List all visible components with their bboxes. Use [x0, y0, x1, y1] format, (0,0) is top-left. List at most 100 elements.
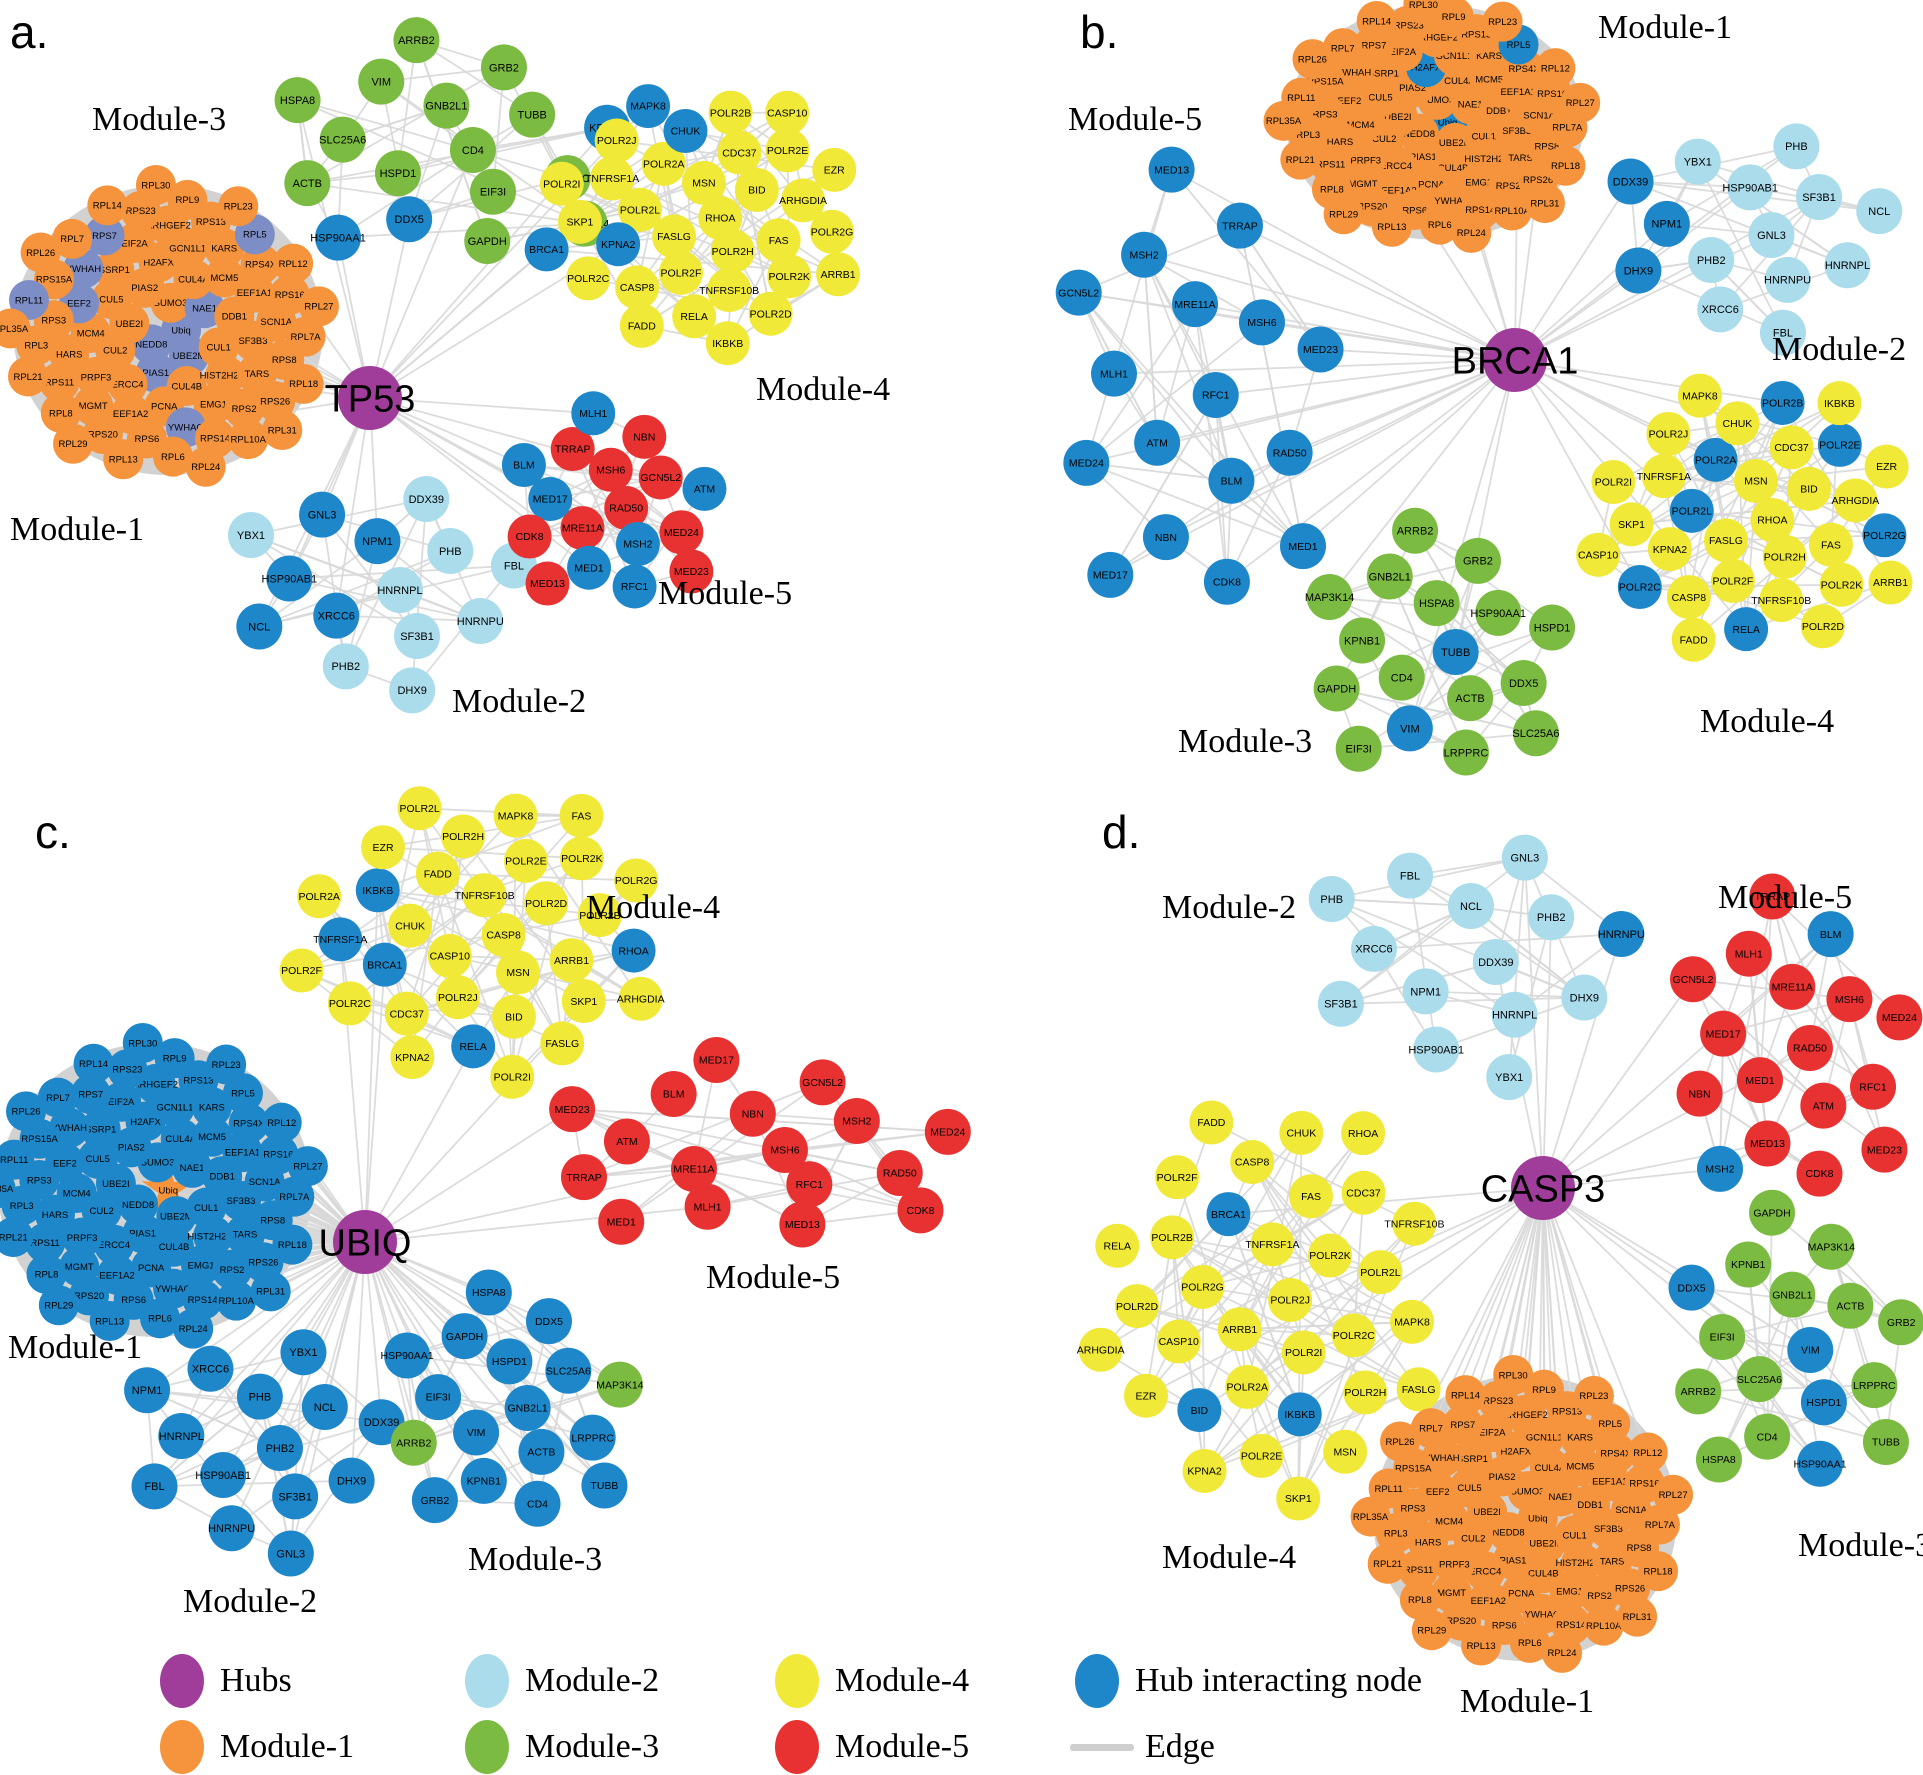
node-label: HIST2H2BE: [1555, 1558, 1607, 1569]
node-label: RPL5: [1507, 40, 1531, 51]
node-label: PHB2: [331, 661, 360, 673]
node-label: SCN1A: [249, 1177, 281, 1188]
node-ARRB2: ARRB2: [390, 1419, 437, 1466]
node-POLR2B: POLR2B: [1760, 380, 1805, 425]
node-label: RPL11: [0, 1155, 28, 1166]
node-label: IKBKB: [362, 885, 393, 897]
node-label: MED13: [530, 578, 565, 590]
node-HSPA8: HSPA8: [1695, 1436, 1742, 1483]
node-ACTB: ACTB: [1447, 675, 1494, 722]
node-CASP10: CASP10: [1156, 1319, 1201, 1364]
node-label: RPL11: [15, 295, 43, 306]
node-label: SUMO3: [1421, 95, 1455, 106]
node-GRB2: GRB2: [1878, 1299, 1923, 1346]
node-label: SKP1: [1285, 1493, 1312, 1505]
node-label: MED23: [674, 566, 709, 578]
node-label: TRRAP: [555, 444, 591, 456]
node-label: RPL12: [1541, 63, 1570, 74]
node-label: RPL23: [224, 202, 253, 213]
node-label: RPL8: [49, 408, 73, 419]
node-label: TNFRSF1A: [585, 173, 639, 185]
node-label: HIST2H2BE: [187, 1231, 239, 1242]
node-label: NPM1: [362, 536, 393, 548]
node-label: RPL10A: [1494, 206, 1530, 217]
node-label: NBN: [1155, 532, 1177, 544]
node-label: POLR2C: [1333, 1330, 1375, 1342]
node-MED1: MED1: [567, 545, 612, 590]
node-label: EIF2A: [1390, 47, 1417, 58]
node-label: ARHGDIA: [1077, 1344, 1125, 1356]
node-label: PHB2: [266, 1443, 295, 1455]
node-label: GCN1L1: [1526, 1433, 1563, 1444]
labels: d. Module-2 Module-5 Module-4 Module-3 Module…: [1102, 806, 1923, 1720]
node-label: YBX1: [289, 1347, 317, 1359]
node-label: RPL26: [11, 1107, 40, 1118]
node-label: KPNA2: [1653, 544, 1688, 556]
node-label: CDK8: [1806, 1168, 1834, 1180]
node-label: CASP8: [1672, 592, 1707, 604]
node-RPL6: RPL6: [1419, 204, 1460, 245]
node-ARRB1: ARRB1: [549, 938, 594, 983]
node-label: KARS: [199, 1102, 225, 1113]
node-CHUK: CHUK: [663, 109, 708, 154]
node-label: PIAS1: [1500, 1555, 1527, 1566]
node-PRPF3: PRPF3: [75, 356, 116, 397]
node-HNRNPL: HNRNPL: [1824, 242, 1871, 289]
node-ERCC4: ERCC4: [93, 1224, 134, 1265]
node-label: HSPA8: [280, 95, 315, 107]
node-BRCA1: BRCA1: [1206, 1192, 1251, 1237]
node-label: TUBB: [1441, 647, 1470, 659]
node-label: PIAS2: [1399, 83, 1426, 94]
node-label: RPL24: [179, 1324, 208, 1335]
node-label: POLR2C: [1619, 582, 1661, 594]
node-RHOA: RHOA: [1341, 1111, 1386, 1156]
node-label: ARRB2: [1397, 526, 1434, 538]
node-label: RPS3: [1313, 109, 1338, 120]
node-label: CUL2: [1372, 134, 1396, 145]
node-label: GNL3: [308, 510, 337, 522]
node-label: PIAS1: [142, 368, 169, 379]
node-label: RPL13: [109, 455, 138, 466]
node-LRPPRC: LRPPRC: [1442, 729, 1489, 776]
node-POLR2E: POLR2E: [503, 838, 548, 883]
node-UBE2M: UBE2M: [156, 1196, 197, 1237]
node-label: RPS7: [78, 1090, 103, 1101]
node-label: POLR2A: [643, 159, 684, 171]
node-POLR2B: POLR2B: [708, 90, 753, 135]
node-LRPPRC: LRPPRC: [569, 1414, 616, 1461]
node-label: RPL31: [268, 425, 297, 436]
node-POLR2C: POLR2C: [1617, 565, 1662, 610]
node-label: POLR2F: [661, 268, 702, 280]
panel-letter: a.: [10, 6, 48, 58]
node-label: ARRB1: [1222, 1324, 1257, 1336]
node-RPL24: RPL24: [1451, 212, 1492, 253]
node-label: UBE2M: [1439, 138, 1472, 149]
node-label: ARHGDIA: [1831, 495, 1879, 507]
module-label: Module-1: [8, 1329, 142, 1366]
node-POLR2D: POLR2D: [748, 291, 793, 336]
node-RPL30: RPL30: [1493, 1354, 1534, 1395]
node-label: RPL7A: [1645, 1520, 1676, 1531]
node-EZR: EZR: [812, 147, 857, 192]
node-label: CDC37: [1774, 442, 1809, 454]
node-label: HSP90AA1: [310, 232, 366, 244]
node-label: SF3B1: [400, 631, 434, 643]
node-CDK8: CDK8: [507, 514, 552, 559]
node-label: POLR2I: [543, 178, 580, 190]
node-RPL30: RPL30: [1403, 0, 1444, 25]
node-CASP8: CASP8: [615, 265, 660, 310]
node-label: FBL: [1400, 870, 1420, 882]
node-MED24: MED24: [1876, 994, 1923, 1041]
node-POLR2H: POLR2H: [1762, 534, 1807, 579]
node-RPL29: RPL29: [1411, 1610, 1452, 1651]
node-label: RPL5: [243, 230, 267, 241]
node-RPL14: RPL14: [1445, 1375, 1486, 1416]
node-label: SF3B1: [278, 1491, 312, 1503]
node-label: RPS15A: [1395, 1463, 1432, 1474]
node-label: VIM: [1801, 1345, 1820, 1357]
node-label: ERCC4: [111, 379, 143, 390]
node-BLM: BLM: [1208, 457, 1255, 504]
node-label: POLR2H: [1344, 1387, 1386, 1399]
node-RPL11: RPL11: [0, 1139, 35, 1180]
node-RPS2: RPS2: [212, 1249, 253, 1290]
